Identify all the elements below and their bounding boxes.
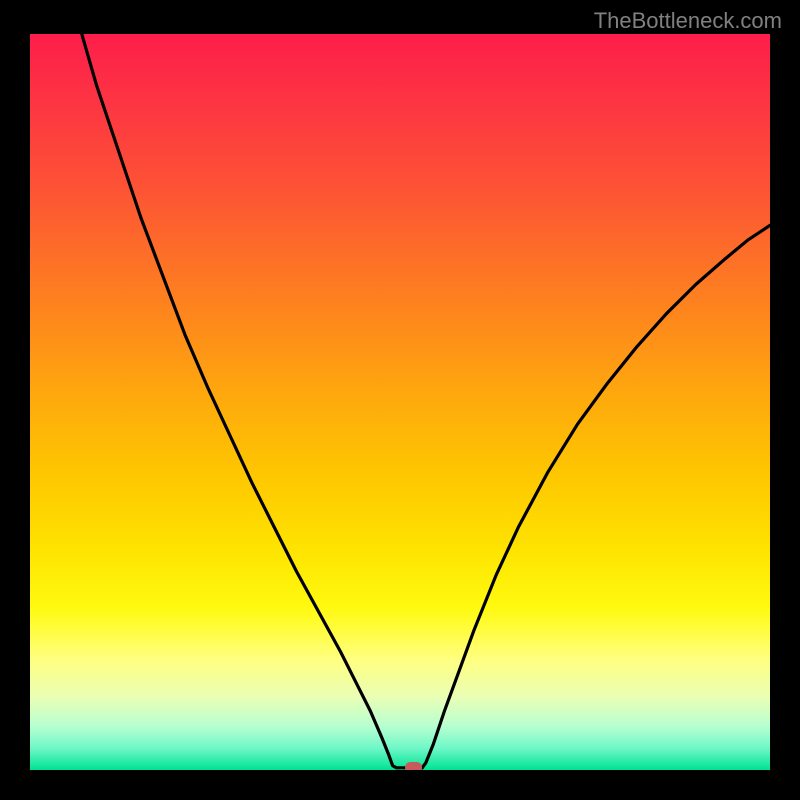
watermark-text: TheBottleneck.com [594, 8, 782, 34]
watermark-label: TheBottleneck.com [594, 8, 782, 33]
minimum-marker [405, 762, 422, 770]
gradient-background [30, 34, 770, 770]
curve-svg [30, 34, 770, 770]
chart-container: TheBottleneck.com [0, 0, 800, 800]
plot-area [30, 34, 770, 770]
